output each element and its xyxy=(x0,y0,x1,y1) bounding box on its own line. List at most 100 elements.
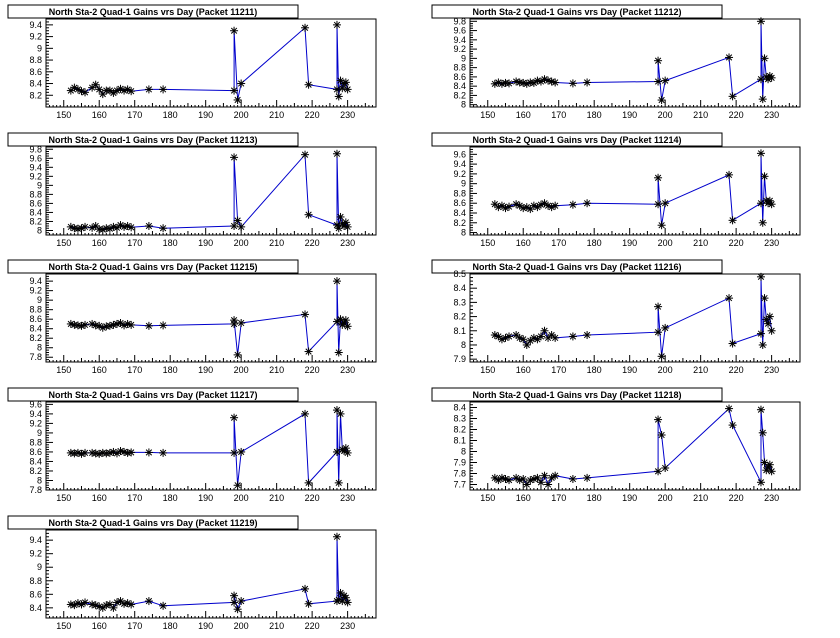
marker-stroke xyxy=(729,421,736,429)
data-point xyxy=(334,348,343,357)
data-point xyxy=(304,478,313,487)
marker-stroke xyxy=(74,86,82,93)
marker-stroke xyxy=(520,336,527,343)
marker-stroke xyxy=(234,482,241,489)
data-point xyxy=(237,447,246,456)
marker-stroke xyxy=(583,474,591,482)
data-point xyxy=(758,428,767,437)
y-tick-label: 8 xyxy=(461,228,466,238)
marker-stroke xyxy=(96,322,103,330)
x-tick-label: 220 xyxy=(305,493,320,503)
data-point xyxy=(304,210,313,219)
data-point xyxy=(657,352,666,361)
marker-stroke xyxy=(128,224,135,231)
marker-stroke xyxy=(759,219,766,226)
data-point xyxy=(70,83,79,92)
data-point xyxy=(540,326,549,335)
data-point xyxy=(334,478,343,487)
marker-stroke xyxy=(117,85,124,92)
marker-stroke xyxy=(516,476,523,484)
data-point xyxy=(661,464,670,472)
marker-stroke xyxy=(766,461,773,468)
data-point xyxy=(505,79,514,88)
data-point xyxy=(237,79,246,88)
x-tick-label: 200 xyxy=(658,110,673,120)
data-point xyxy=(98,603,107,612)
marker-stroke xyxy=(99,604,106,611)
chart-title-box xyxy=(431,259,723,274)
data-point xyxy=(728,421,737,430)
marker-stroke xyxy=(537,479,545,486)
series-line xyxy=(494,276,773,357)
marker-stroke xyxy=(78,88,85,95)
plot-frame xyxy=(469,146,801,236)
marker-stroke xyxy=(145,86,153,93)
marker-stroke xyxy=(505,203,513,210)
data-point xyxy=(230,221,239,230)
marker-stroke xyxy=(238,80,245,87)
marker-stroke xyxy=(117,447,124,455)
x-tick-label: 190 xyxy=(198,238,213,248)
marker-stroke xyxy=(230,222,238,230)
marker-stroke xyxy=(92,601,99,609)
marker-stroke xyxy=(757,479,765,486)
plot-frame xyxy=(45,401,377,491)
marker-stroke xyxy=(67,320,74,328)
y-tick-label: 9.2 xyxy=(453,44,466,54)
marker-stroke xyxy=(301,410,309,418)
data-point xyxy=(654,77,663,86)
x-tick-label: 180 xyxy=(163,621,178,631)
marker-stroke xyxy=(768,327,775,334)
data-point xyxy=(159,601,168,610)
data-point xyxy=(341,593,350,602)
marker-stroke xyxy=(766,197,773,204)
x-tick-label: 210 xyxy=(693,238,708,248)
marker-stroke xyxy=(523,481,530,488)
x-tick-label: 170 xyxy=(127,621,142,631)
data-point xyxy=(332,277,341,286)
y-tick-label: 8.6 xyxy=(29,67,42,77)
marker-stroke xyxy=(78,225,85,232)
marker-stroke xyxy=(344,323,351,330)
x-tick-label: 210 xyxy=(693,365,708,375)
marker-stroke xyxy=(541,76,548,83)
data-point xyxy=(334,92,343,101)
x-tick-label: 170 xyxy=(551,493,566,503)
series-line xyxy=(70,536,349,611)
data-point xyxy=(657,96,666,105)
marker-stroke xyxy=(333,318,341,325)
chart-title: North Sta-2 Quad-1 Gains vrs Day (Packet… xyxy=(472,135,681,145)
data-point xyxy=(127,87,136,96)
data-point xyxy=(728,339,737,348)
marker-stroke xyxy=(128,88,135,95)
data-point xyxy=(95,321,104,330)
data-point xyxy=(91,601,100,610)
x-tick-label: 200 xyxy=(658,238,673,248)
y-tick-label: 8.4 xyxy=(29,324,42,334)
data-point xyxy=(756,478,765,487)
x-tick-label: 230 xyxy=(340,238,355,248)
marker-stroke xyxy=(333,21,341,29)
marker-stroke xyxy=(71,84,78,91)
y-tick-label: 7.9 xyxy=(453,458,466,468)
marker-stroke xyxy=(495,79,502,86)
chart-panel-6: North Sta-2 Quad-1 Gains vrs Day (Packet… xyxy=(431,259,801,375)
x-tick-label: 200 xyxy=(658,493,673,503)
marker-stroke xyxy=(301,151,309,158)
y-tick-label: 8.6 xyxy=(29,447,42,457)
y-tick-label: 9.2 xyxy=(453,169,466,179)
plot-frame xyxy=(45,18,377,108)
marker-stroke xyxy=(238,319,245,327)
marker-stroke xyxy=(128,449,135,456)
y-tick-label: 7.8 xyxy=(453,469,466,479)
chart-title: North Sta-2 Quad-1 Gains vrs Day (Packet… xyxy=(48,135,257,145)
marker-stroke xyxy=(110,448,117,456)
marker-stroke xyxy=(658,353,665,360)
marker-stroke xyxy=(234,217,241,224)
y-tick-label: 7.8 xyxy=(29,485,42,495)
y-tick-label: 9 xyxy=(461,53,466,63)
x-tick-label: 180 xyxy=(163,493,178,503)
y-tick-label: 9.8 xyxy=(29,144,42,154)
x-tick-label: 220 xyxy=(729,110,744,120)
